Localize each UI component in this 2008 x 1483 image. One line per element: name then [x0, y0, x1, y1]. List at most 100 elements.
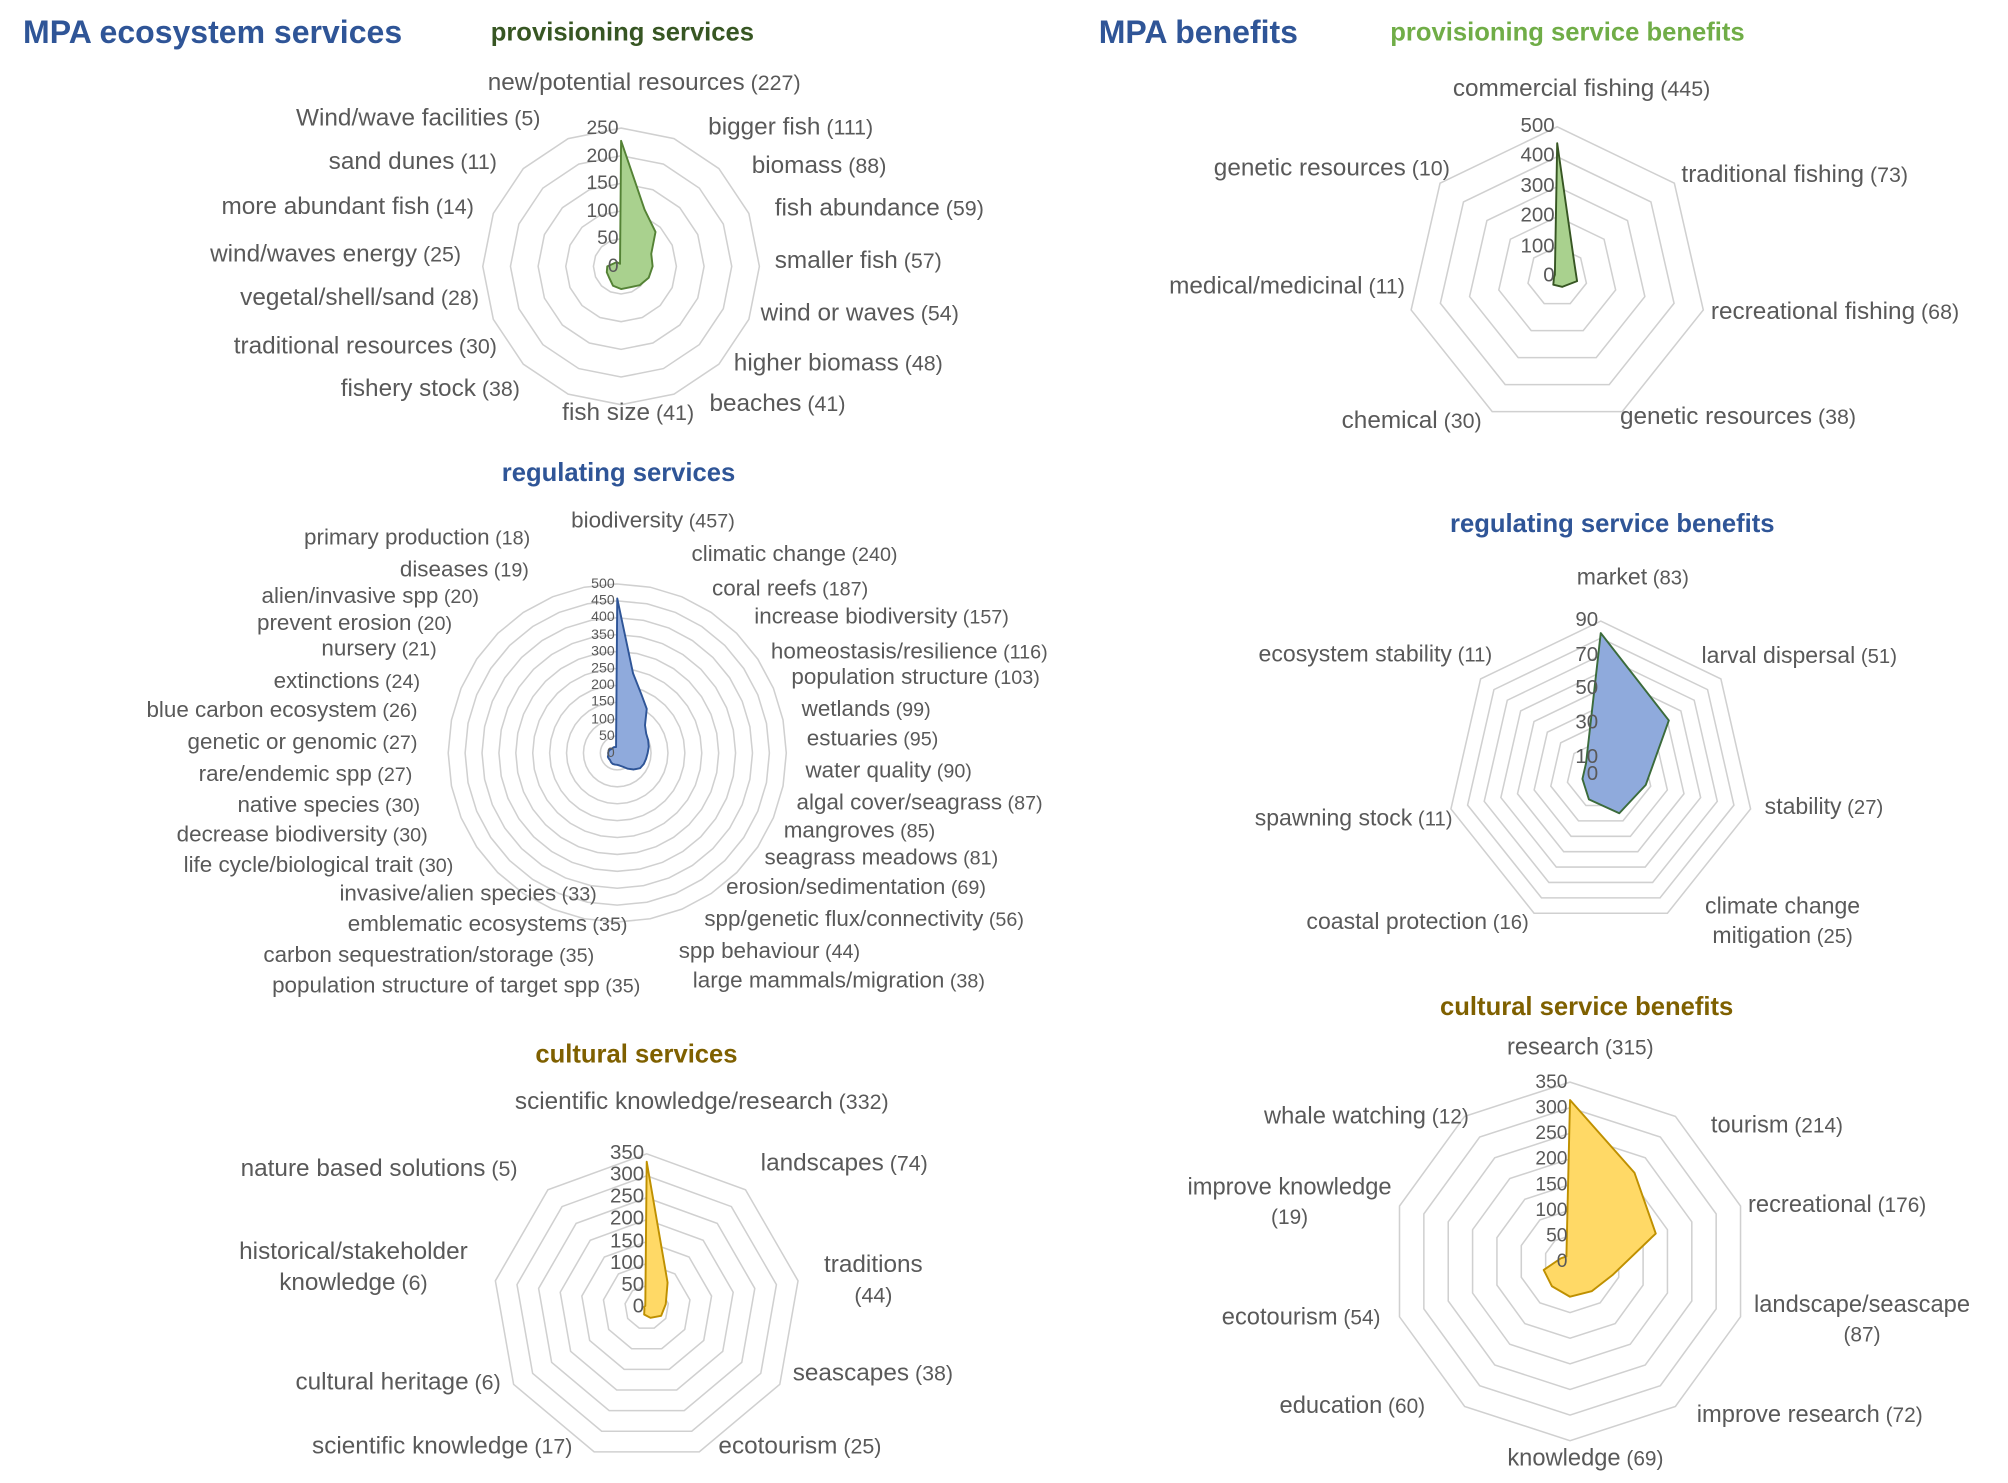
data-point: [622, 766, 624, 768]
category-name: new/potential resources: [487, 69, 745, 97]
data-point: [612, 285, 614, 287]
data-point: [607, 750, 610, 752]
gridline: [1527, 245, 1588, 305]
category-count: 54: [915, 301, 959, 325]
category-label: bigger fish111: [708, 113, 873, 143]
data-point: [1585, 762, 1587, 764]
tick-label: 50: [597, 227, 619, 250]
data-point: [646, 708, 648, 710]
category-count: 57: [898, 249, 942, 273]
category-label: diseases19: [400, 556, 529, 584]
category-name: nature based solutions: [240, 1155, 486, 1183]
category-count: 83: [1647, 568, 1689, 590]
category-name: cultural heritage: [295, 1369, 469, 1397]
tick-label: 500: [591, 576, 615, 592]
category-count: 457: [683, 511, 735, 533]
tick-label: 200: [591, 677, 615, 694]
category-name: estuaries: [806, 724, 898, 751]
category-name: ecosystem stability: [1258, 641, 1452, 667]
category-count: 44: [820, 941, 861, 963]
gridline: [565, 701, 669, 805]
category-count: 30: [379, 795, 420, 817]
gridline: [1466, 637, 1735, 899]
category-label: historical/stakeholder knowledge6: [206, 1237, 501, 1298]
category-label: improve knowledge 19: [1187, 1171, 1392, 1231]
category-label: biomass88: [752, 151, 887, 181]
category-name: traditional fishing: [1681, 161, 1865, 189]
category-label: smaller fish57: [775, 246, 942, 276]
gridline: [548, 684, 686, 822]
category-name: spp behaviour: [678, 937, 820, 964]
category-label: large mammals/migration38: [693, 967, 985, 995]
category-name: improve knowledge: [1187, 1172, 1392, 1200]
tick-label: 300: [591, 643, 615, 660]
category-count: 116: [998, 642, 1048, 664]
tick-label: 90: [1575, 609, 1599, 632]
category-name: recreational fishing: [1710, 298, 1916, 326]
data-point: [648, 277, 650, 279]
category-label: improve research72: [1697, 1399, 1923, 1429]
category-label: emblematic ecosystems35: [348, 911, 628, 939]
gridline: [1398, 1081, 1742, 1442]
category-count: 18: [490, 528, 531, 550]
category-count: 25: [1811, 926, 1853, 948]
category-count: 332: [833, 1090, 889, 1114]
category-label: ecotourism25: [718, 1432, 881, 1462]
category-name: landscape/seascape: [1753, 1290, 1971, 1318]
category-count: 20: [438, 587, 479, 609]
category-name: seascapes: [792, 1360, 910, 1388]
data-point: [1581, 778, 1584, 780]
data-point: [1588, 798, 1590, 801]
gridline: [1516, 688, 1685, 853]
gridline: [1423, 1106, 1717, 1416]
category-label: recreational fishing68: [1711, 297, 1959, 327]
gridline: [447, 583, 788, 923]
category-label: scientific knowledge17: [312, 1432, 572, 1462]
category-count: 87: [1002, 793, 1043, 815]
data-point: [607, 752, 609, 754]
category-name: fish size: [562, 399, 651, 427]
data-point: [616, 597, 618, 600]
tick-label: 450: [591, 593, 615, 609]
data-point: [650, 253, 652, 255]
gridline: [498, 633, 737, 873]
category-name: mangroves: [783, 817, 895, 843]
category-count: 87: [1843, 1324, 1880, 1347]
data-point: [1561, 286, 1563, 288]
category-name: ecotourism: [1221, 1302, 1338, 1330]
category-label: extinctions24: [274, 667, 420, 695]
category-name: vegetal/shell/sand: [240, 284, 435, 312]
category-count: 35: [587, 914, 628, 936]
category-name: wind or waves: [760, 299, 915, 327]
category-label: recreational176: [1748, 1189, 1926, 1219]
category-label: wind/waves energy25: [210, 240, 461, 270]
data-point: [639, 767, 641, 769]
category-count: 74: [884, 1151, 928, 1175]
category-count: 17: [528, 1434, 572, 1458]
data-point: [643, 208, 646, 211]
category-name: biodiversity: [571, 507, 684, 533]
category-name: climatic change: [691, 540, 846, 567]
category-count: 27: [372, 765, 413, 787]
category-count: 10: [1406, 156, 1450, 180]
category-label: more abundant fish14: [222, 192, 474, 222]
tick-label: 0: [1543, 265, 1555, 287]
category-label: mangroves85: [784, 817, 935, 845]
category-label: genetic or genomic27: [188, 729, 418, 757]
category-name: scientific knowledge/research: [514, 1088, 833, 1116]
category-label: invasive/alien species33: [339, 880, 596, 908]
category-count: 81: [958, 848, 999, 870]
category-count: 95: [898, 729, 939, 751]
category-count: 14: [430, 195, 474, 219]
category-name: education: [1279, 1391, 1383, 1419]
tick-label: 100: [1535, 1199, 1568, 1222]
tick-label: 350: [609, 1142, 645, 1165]
data-point: [608, 757, 610, 760]
tick-label: 250: [609, 1186, 645, 1208]
category-count: 41: [650, 401, 694, 425]
data-point: [1576, 280, 1578, 282]
